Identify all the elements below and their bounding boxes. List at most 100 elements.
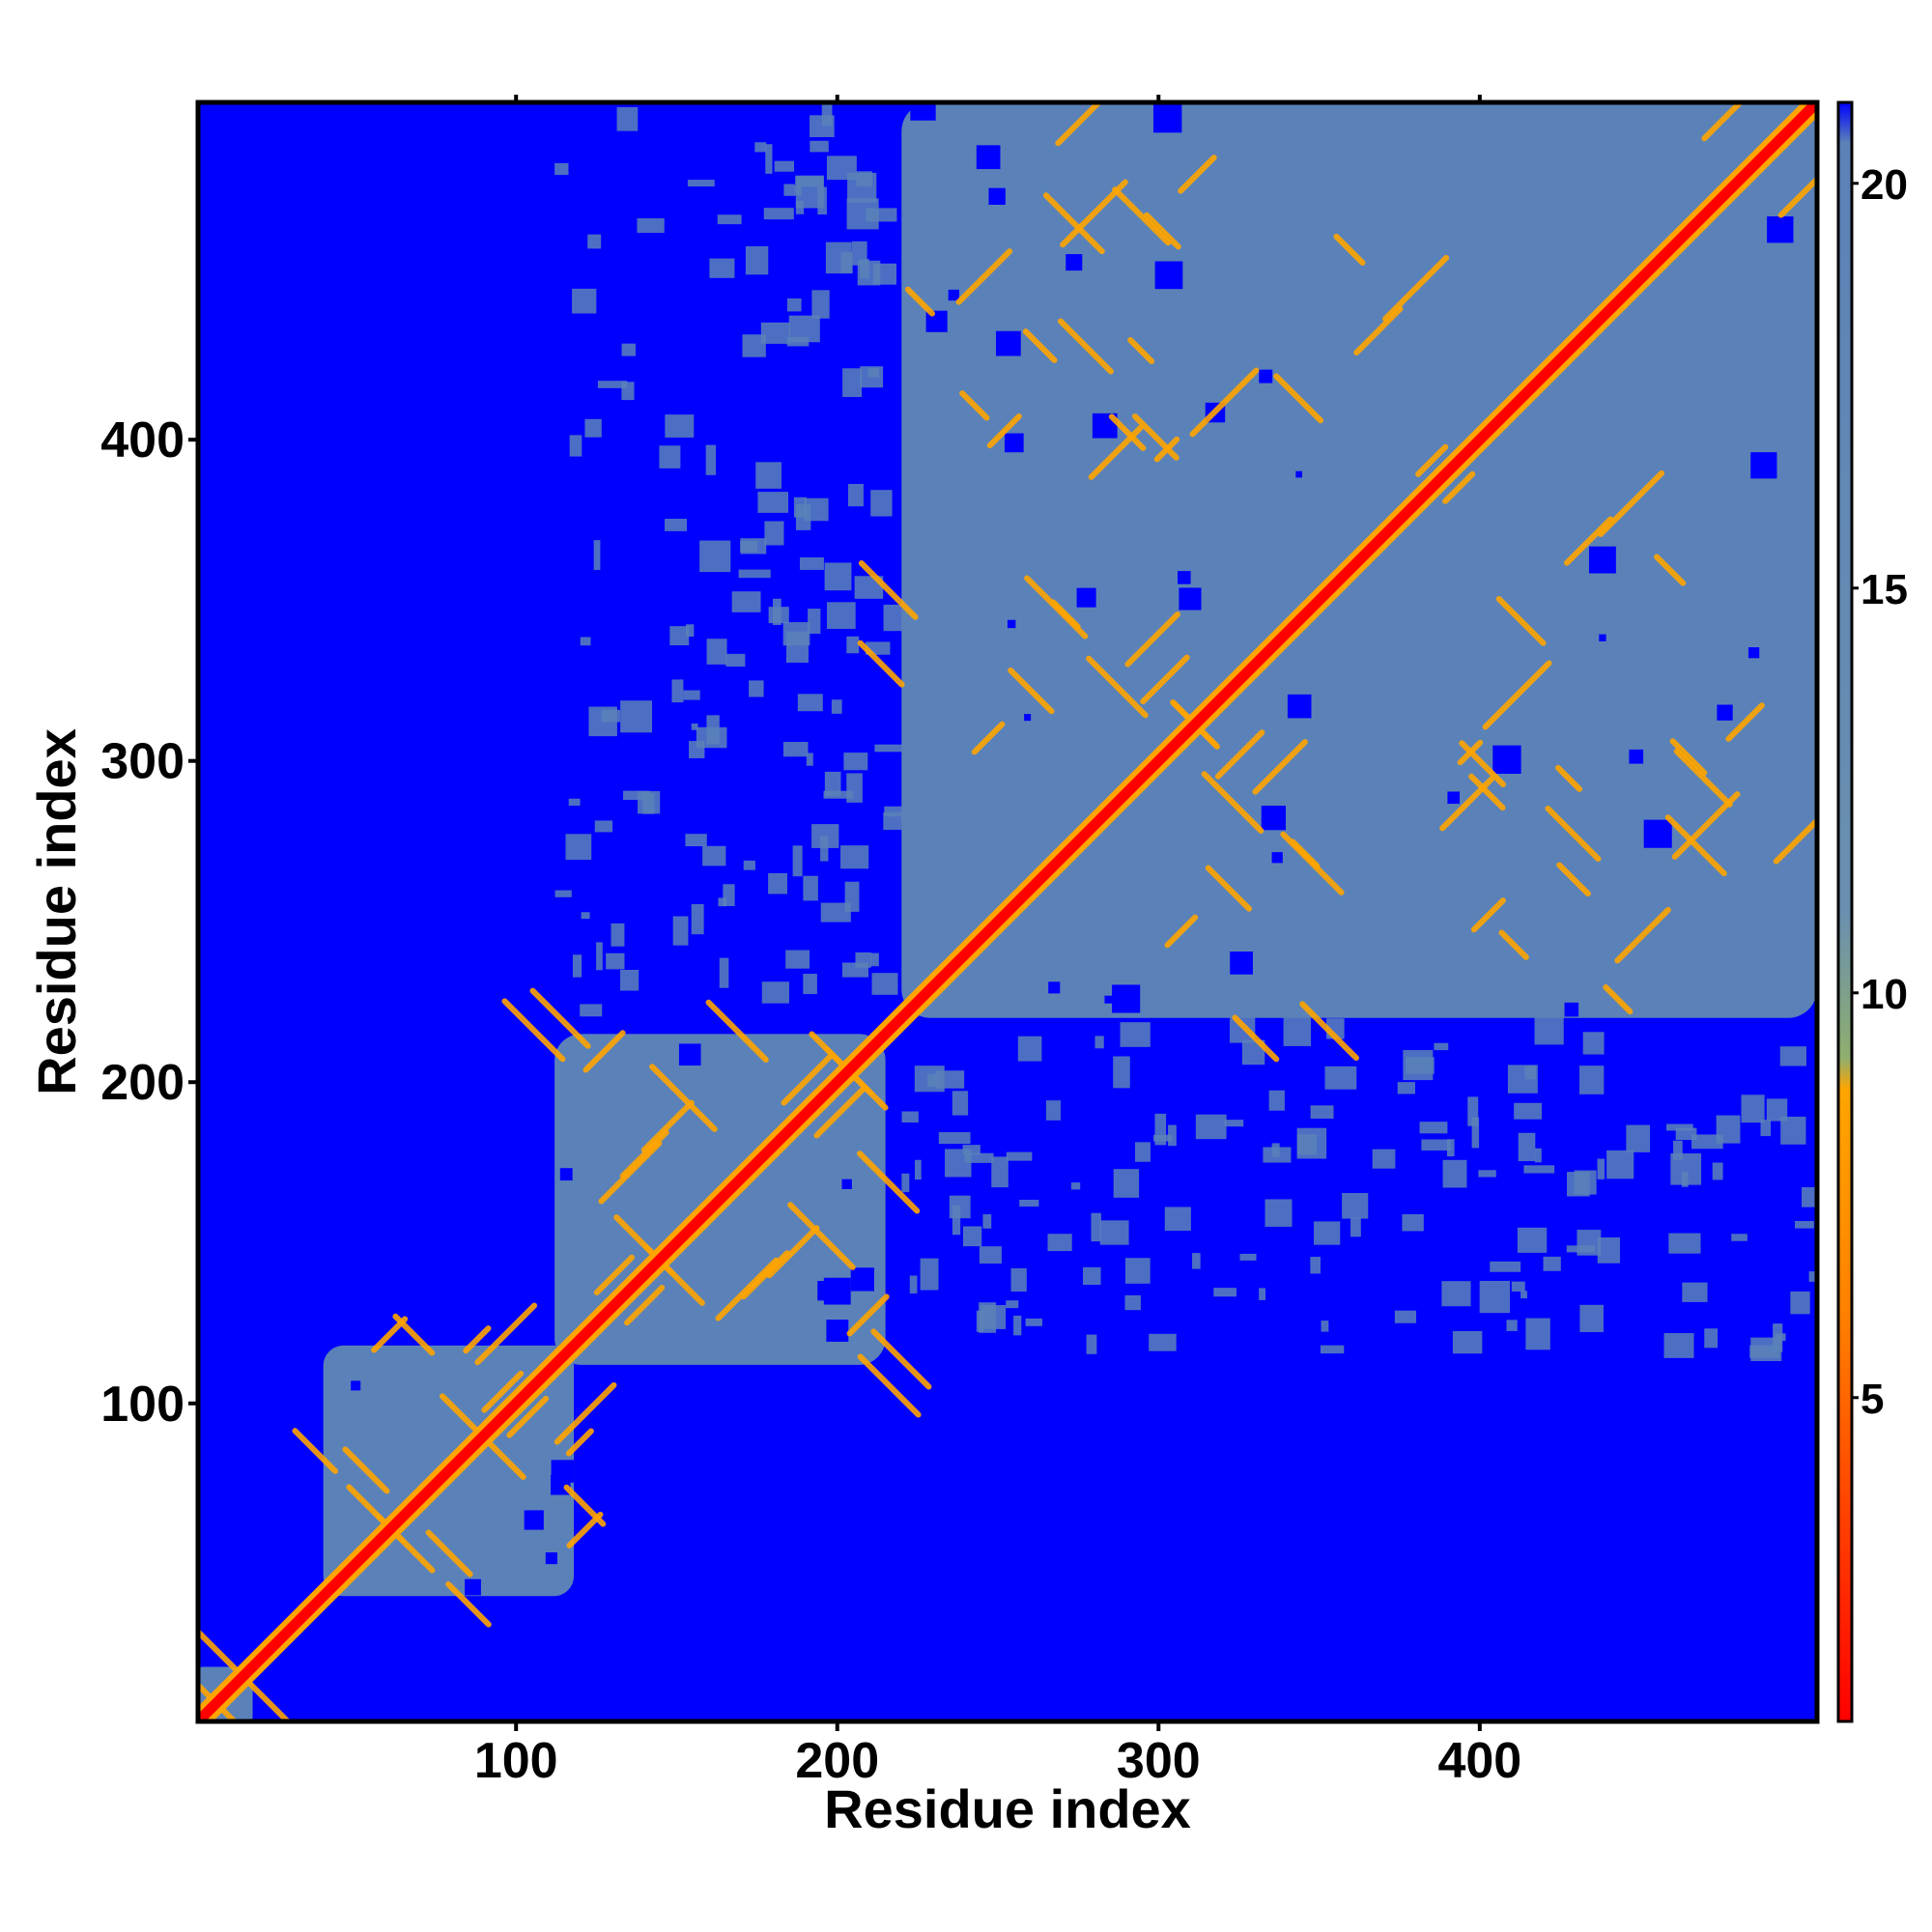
contact-cell: [843, 753, 868, 771]
contact-cell: [857, 260, 881, 286]
contact-cell: [1120, 1022, 1151, 1047]
colorbar-tick-label: 5: [1861, 1376, 1884, 1423]
contact-streak: [1060, 179, 1128, 248]
contact-cell: [768, 872, 787, 895]
contact-cell: [1310, 1257, 1321, 1274]
contact-streak: [787, 1202, 856, 1270]
contact-cell: [719, 957, 729, 988]
contact-cell: [1471, 1117, 1480, 1149]
contact-cell: [1716, 1115, 1741, 1144]
contact-cell: [1268, 1090, 1285, 1111]
domain-gap: [1112, 984, 1141, 1013]
contact-cell: [1372, 1149, 1396, 1169]
contact-cell: [1421, 1139, 1451, 1151]
contact-cell: [621, 343, 636, 356]
contact-cell: [572, 288, 597, 314]
contact-cell: [840, 252, 853, 273]
contact-cell: [565, 834, 592, 861]
contact-cell: [665, 519, 688, 531]
contact-cell: [594, 820, 613, 833]
contact-cell: [611, 923, 625, 947]
contact-cell: [1691, 1134, 1723, 1150]
contact-cell: [1047, 1234, 1072, 1252]
contact-cell: [1670, 1152, 1702, 1185]
contact-cell: [1192, 1253, 1201, 1269]
contact-cell: [979, 1246, 1002, 1264]
contact-streak: [1353, 305, 1404, 356]
contact-streak: [501, 998, 566, 1063]
contact-streak: [1024, 575, 1089, 639]
contact-cell: [935, 1070, 965, 1089]
contact-cell: [1577, 1230, 1602, 1256]
contact-streak: [1112, 186, 1172, 246]
domain-gap: [1717, 704, 1733, 721]
contact-cell: [620, 700, 653, 733]
contact-cell: [1006, 1300, 1019, 1309]
contact-cell: [1006, 1151, 1033, 1161]
contact-streak: [425, 1529, 473, 1577]
contact-cell: [1124, 1294, 1141, 1311]
contact-streak: [1556, 862, 1591, 897]
contact-cell: [691, 903, 704, 935]
contact-cell: [665, 414, 695, 438]
contact-cell: [1446, 1139, 1455, 1157]
contact-streak: [529, 987, 591, 1049]
domain-gap: [826, 1320, 849, 1342]
contact-streak: [1153, 436, 1180, 463]
contact-cell: [718, 897, 726, 907]
contact-streak: [1603, 984, 1634, 1015]
contact-cell: [1224, 1120, 1244, 1127]
contact-cell: [1241, 1039, 1265, 1065]
contact-cell: [870, 952, 879, 967]
contact-cell: [824, 771, 841, 797]
domain-gap: [1076, 587, 1096, 608]
contact-streak: [1252, 739, 1308, 795]
domain-gap: [1564, 1002, 1579, 1017]
contact-cell: [685, 834, 707, 847]
x-tick-label: 300: [1117, 1733, 1201, 1789]
domain-gap: [1295, 470, 1303, 478]
domain-gap: [1492, 745, 1521, 775]
contact-cell: [569, 435, 582, 457]
contact-cell: [799, 556, 824, 570]
contact-cell: [826, 602, 856, 630]
contact-streak: [1654, 554, 1687, 586]
contact-cell: [846, 636, 860, 654]
contact-streak: [971, 721, 1006, 755]
contact-cell: [1394, 1310, 1417, 1323]
contact-cell: [962, 1145, 980, 1155]
contact-cell: [803, 875, 818, 901]
contact-streak: [1201, 771, 1264, 834]
contact-streak: [1214, 729, 1265, 780]
x-tick-label: 200: [795, 1733, 879, 1789]
contact-streak: [813, 1087, 866, 1139]
contact-cell: [765, 144, 773, 174]
contact-streak: [1614, 906, 1671, 964]
contact-streak: [1086, 655, 1149, 719]
contact-cell: [831, 699, 842, 714]
domain-gap: [1643, 819, 1672, 848]
domain-gap: [559, 1168, 573, 1181]
contact-cell: [1579, 1304, 1604, 1332]
contact-cell: [787, 298, 802, 312]
contact-cell: [587, 234, 602, 249]
contact-streak: [1055, 102, 1103, 147]
contact-cell: [811, 290, 830, 319]
contact-cell: [706, 639, 727, 665]
contact-cell: [1342, 1193, 1369, 1219]
contact-cell: [738, 569, 771, 579]
contact-streak: [1140, 654, 1190, 705]
contact-cell: [786, 631, 809, 663]
contact-cell: [588, 706, 617, 737]
contact-streak: [1124, 611, 1180, 668]
contact-cell: [1514, 1102, 1543, 1120]
contact-cell: [725, 653, 746, 667]
contact-cell: [786, 337, 810, 347]
contact-cell: [1773, 1323, 1783, 1352]
contact-cell: [1134, 1142, 1151, 1162]
contact-cell: [1113, 1169, 1140, 1198]
contact-cell: [1019, 1199, 1039, 1207]
contact-cell: [1321, 1321, 1329, 1332]
contact-streak: [649, 1064, 718, 1132]
contact-cell: [1086, 1334, 1097, 1354]
